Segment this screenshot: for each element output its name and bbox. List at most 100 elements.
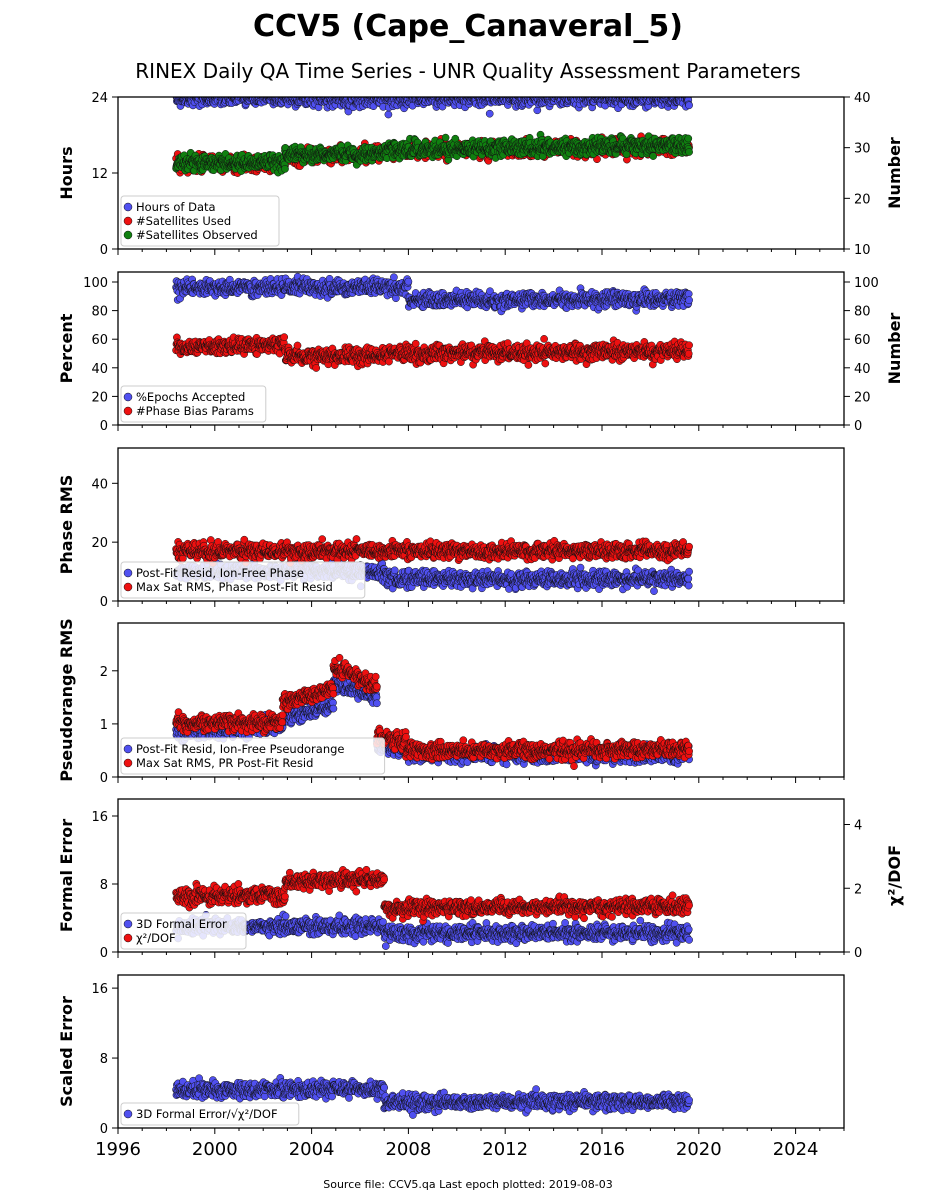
data-point — [347, 87, 354, 94]
data-point — [468, 87, 475, 94]
y-axis-label: Hours — [57, 146, 76, 199]
data-point — [200, 88, 207, 95]
data-point — [349, 89, 356, 96]
data-point — [250, 88, 257, 95]
data-point — [371, 97, 375, 98]
data-point — [198, 88, 205, 95]
data-point — [533, 89, 540, 96]
data-point — [384, 97, 387, 98]
data-point — [483, 88, 490, 95]
panel-2: 020406080100Percent020406080100Number%Ep… — [57, 271, 904, 434]
data-point — [248, 87, 255, 94]
data-point — [487, 89, 494, 96]
data-point — [221, 88, 228, 95]
data-point — [419, 87, 426, 94]
data-point — [574, 89, 581, 96]
data-point — [488, 89, 495, 96]
figure-title: CCV5 (Cape_Canaveral_5) — [253, 9, 683, 44]
data-point — [258, 87, 265, 94]
data-point — [665, 97, 669, 98]
data-point — [621, 97, 626, 98]
data-point — [679, 89, 686, 96]
data-point — [628, 88, 635, 95]
data-point — [268, 88, 275, 95]
data-point — [224, 89, 231, 96]
data-point — [411, 97, 416, 98]
legend-label: #Satellites Observed — [136, 228, 258, 242]
data-point — [623, 86, 630, 93]
data-point — [649, 152, 658, 160]
data-point — [190, 88, 197, 95]
data-point — [265, 97, 269, 98]
data-point — [236, 90, 243, 97]
data-point — [351, 83, 358, 90]
data-point — [648, 97, 653, 98]
data-point — [197, 86, 204, 93]
data-point — [216, 86, 223, 93]
data-point — [459, 88, 466, 95]
data-point — [463, 89, 470, 96]
data-point — [537, 89, 544, 96]
data-point — [485, 109, 494, 118]
data-point — [682, 97, 686, 98]
data-point — [359, 97, 363, 98]
data-point — [404, 277, 413, 286]
data-point — [456, 97, 458, 98]
data-point — [380, 88, 387, 95]
data-point — [220, 88, 227, 95]
data-point — [384, 97, 389, 98]
data-point — [642, 87, 649, 94]
data-point — [257, 87, 264, 94]
data-point — [614, 97, 619, 98]
data-point — [611, 97, 616, 98]
data-point — [682, 97, 686, 98]
y2-tick-label: 40 — [854, 91, 871, 106]
data-point — [432, 88, 439, 95]
data-point — [555, 97, 560, 98]
data-point — [334, 85, 341, 92]
data-point — [610, 86, 617, 93]
legend-marker — [123, 202, 133, 212]
data-point — [674, 84, 681, 91]
data-point — [315, 97, 320, 98]
data-point — [681, 97, 683, 98]
data-point — [554, 88, 561, 95]
data-point — [309, 97, 313, 98]
data-point — [223, 82, 230, 89]
data-point — [371, 88, 378, 95]
y2-tick-label: 10 — [854, 243, 871, 258]
data-point — [441, 133, 450, 142]
y-tick-label: 24 — [91, 91, 108, 106]
legend-label: #Satellites Used — [136, 214, 231, 228]
data-point — [684, 134, 693, 143]
data-point — [569, 97, 572, 98]
data-point — [376, 97, 382, 98]
data-point — [456, 88, 463, 95]
data-point — [685, 148, 693, 156]
data-point — [486, 287, 494, 296]
data-point — [387, 97, 392, 98]
data-point — [508, 88, 515, 95]
data-point — [649, 89, 656, 96]
data-point — [239, 97, 241, 98]
data-point — [332, 97, 336, 98]
data-point — [277, 88, 284, 95]
data-point — [537, 97, 542, 98]
data-point — [673, 97, 678, 98]
series-1 — [172, 272, 693, 316]
data-point — [306, 89, 313, 96]
data-point — [390, 273, 398, 282]
data-point — [331, 88, 338, 95]
figure-subtitle: RINEX Daily QA Time Series - UNR Quality… — [135, 59, 800, 83]
legend-marker — [123, 230, 133, 240]
data-point — [675, 97, 679, 98]
data-point — [349, 88, 356, 95]
data-point — [218, 97, 223, 98]
data-point — [461, 89, 468, 96]
data-point — [302, 97, 305, 98]
data-point — [656, 84, 663, 91]
data-point — [391, 97, 396, 98]
data-point — [236, 85, 243, 92]
